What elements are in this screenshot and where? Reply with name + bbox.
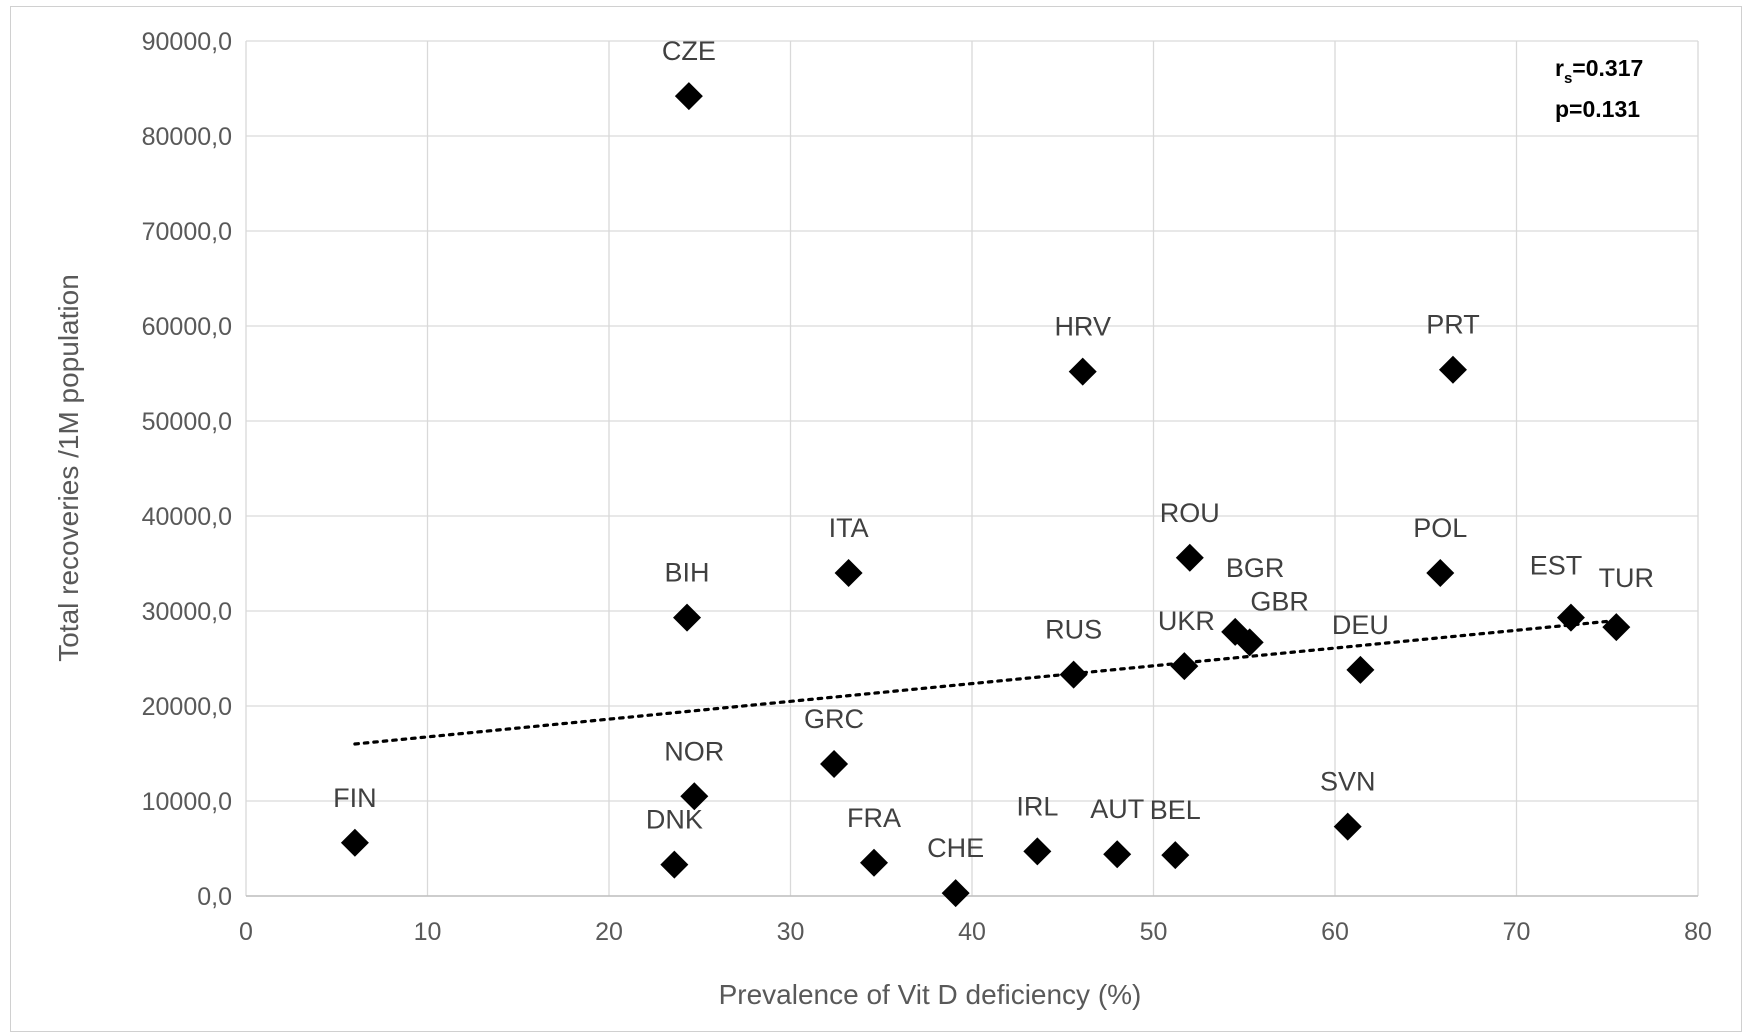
point-label-pol: POL — [1413, 513, 1467, 543]
p-value: p=0.131 — [1555, 96, 1640, 122]
y-tick-label: 50000,0 — [142, 408, 232, 436]
grid-lines — [245, 40, 1699, 897]
y-axis-ticks: 0,0 10000,0 20000,0 30000,0 40000,0 50000,0 60… — [142, 28, 232, 911]
x-tick-label: 20 — [595, 918, 623, 946]
data-point-fra — [859, 848, 888, 877]
data-point-fin — [340, 828, 369, 857]
trendline-path — [353, 618, 1618, 746]
data-point-irl — [1023, 837, 1052, 866]
y-tick-label: 70000,0 — [142, 218, 232, 246]
point-label-fra: FRA — [847, 803, 901, 833]
point-label-prt: PRT — [1426, 310, 1480, 340]
point-label-fin: FIN — [333, 783, 377, 813]
point-label-dnk: DNK — [646, 805, 703, 835]
point-label-nor: NOR — [664, 736, 724, 766]
x-axis-ticks: 0 10 20 30 40 50 60 70 80 — [239, 918, 1712, 946]
y-tick-label: 10000,0 — [142, 788, 232, 816]
y-tick-label: 40000,0 — [142, 503, 232, 531]
point-label-ita: ITA — [829, 513, 869, 543]
point-label-grc: GRC — [804, 704, 864, 734]
y-tick-label: 20000,0 — [142, 693, 232, 721]
data-point-bih — [673, 603, 702, 632]
data-point-grc — [820, 749, 849, 778]
point-label-rou: ROU — [1160, 498, 1220, 528]
point-label-deu: DEU — [1332, 610, 1389, 640]
point-label-cze: CZE — [662, 36, 716, 66]
data-point-aut — [1103, 840, 1132, 869]
x-tick-label: 10 — [414, 918, 442, 946]
point-label-ukr: UKR — [1158, 606, 1215, 636]
point-label-che: CHE — [927, 833, 984, 863]
y-tick-label: 30000,0 — [142, 598, 232, 626]
spearman-r: rs=0.317 — [1555, 55, 1643, 87]
point-label-bel: BEL — [1150, 795, 1201, 825]
data-point-gbr — [1235, 628, 1264, 657]
data-point-ita — [834, 559, 863, 587]
y-tick-label: 60000,0 — [142, 313, 232, 341]
point-label-tur: TUR — [1599, 563, 1655, 593]
data-point-ukr — [1170, 652, 1199, 681]
data-point-nor — [680, 782, 709, 811]
point-label-est: EST — [1530, 551, 1583, 581]
data-point-prt — [1438, 355, 1467, 384]
x-tick-label: 80 — [1684, 918, 1712, 946]
x-axis-title: Prevalence of Vit D deficiency (%) — [719, 979, 1142, 1010]
x-tick-label: 50 — [1140, 918, 1168, 946]
data-point-hrv — [1068, 357, 1097, 386]
point-label-svn: SVN — [1320, 767, 1376, 797]
point-label-aut: AUT — [1090, 794, 1144, 824]
data-point-rus — [1059, 660, 1088, 689]
y-tick-label: 80000,0 — [142, 123, 232, 151]
data-points — [340, 82, 1631, 908]
x-tick-label: 40 — [958, 918, 986, 946]
data-point-svn — [1333, 812, 1362, 841]
point-label-hrv: HRV — [1054, 312, 1111, 342]
point-label-gbr: GBR — [1250, 586, 1309, 616]
data-point-dnk — [660, 850, 689, 879]
data-point-deu — [1346, 655, 1375, 684]
data-point-cze — [674, 82, 703, 111]
data-point-tur — [1602, 613, 1631, 642]
point-label-bih: BIH — [665, 558, 710, 588]
point-label-bgr: BGR — [1226, 553, 1285, 583]
data-point-che — [941, 879, 970, 908]
data-point-rou — [1175, 543, 1204, 572]
x-tick-label: 60 — [1321, 918, 1349, 946]
x-tick-label: 70 — [1503, 918, 1531, 946]
x-tick-label: 0 — [239, 918, 253, 946]
data-point-bel — [1161, 841, 1190, 870]
point-label-irl: IRL — [1016, 791, 1058, 821]
data-point-pol — [1426, 559, 1455, 587]
data-point-est — [1556, 603, 1585, 632]
x-tick-label: 30 — [777, 918, 805, 946]
stat-annotation: rs=0.317 p=0.131 — [1555, 55, 1643, 122]
point-label-rus: RUS — [1045, 615, 1102, 645]
y-tick-label: 90000,0 — [142, 28, 232, 56]
y-tick-label: 0,0 — [197, 883, 232, 911]
y-axis-title: Total recoveries /1M population — [53, 274, 84, 662]
trendline — [353, 618, 1618, 746]
